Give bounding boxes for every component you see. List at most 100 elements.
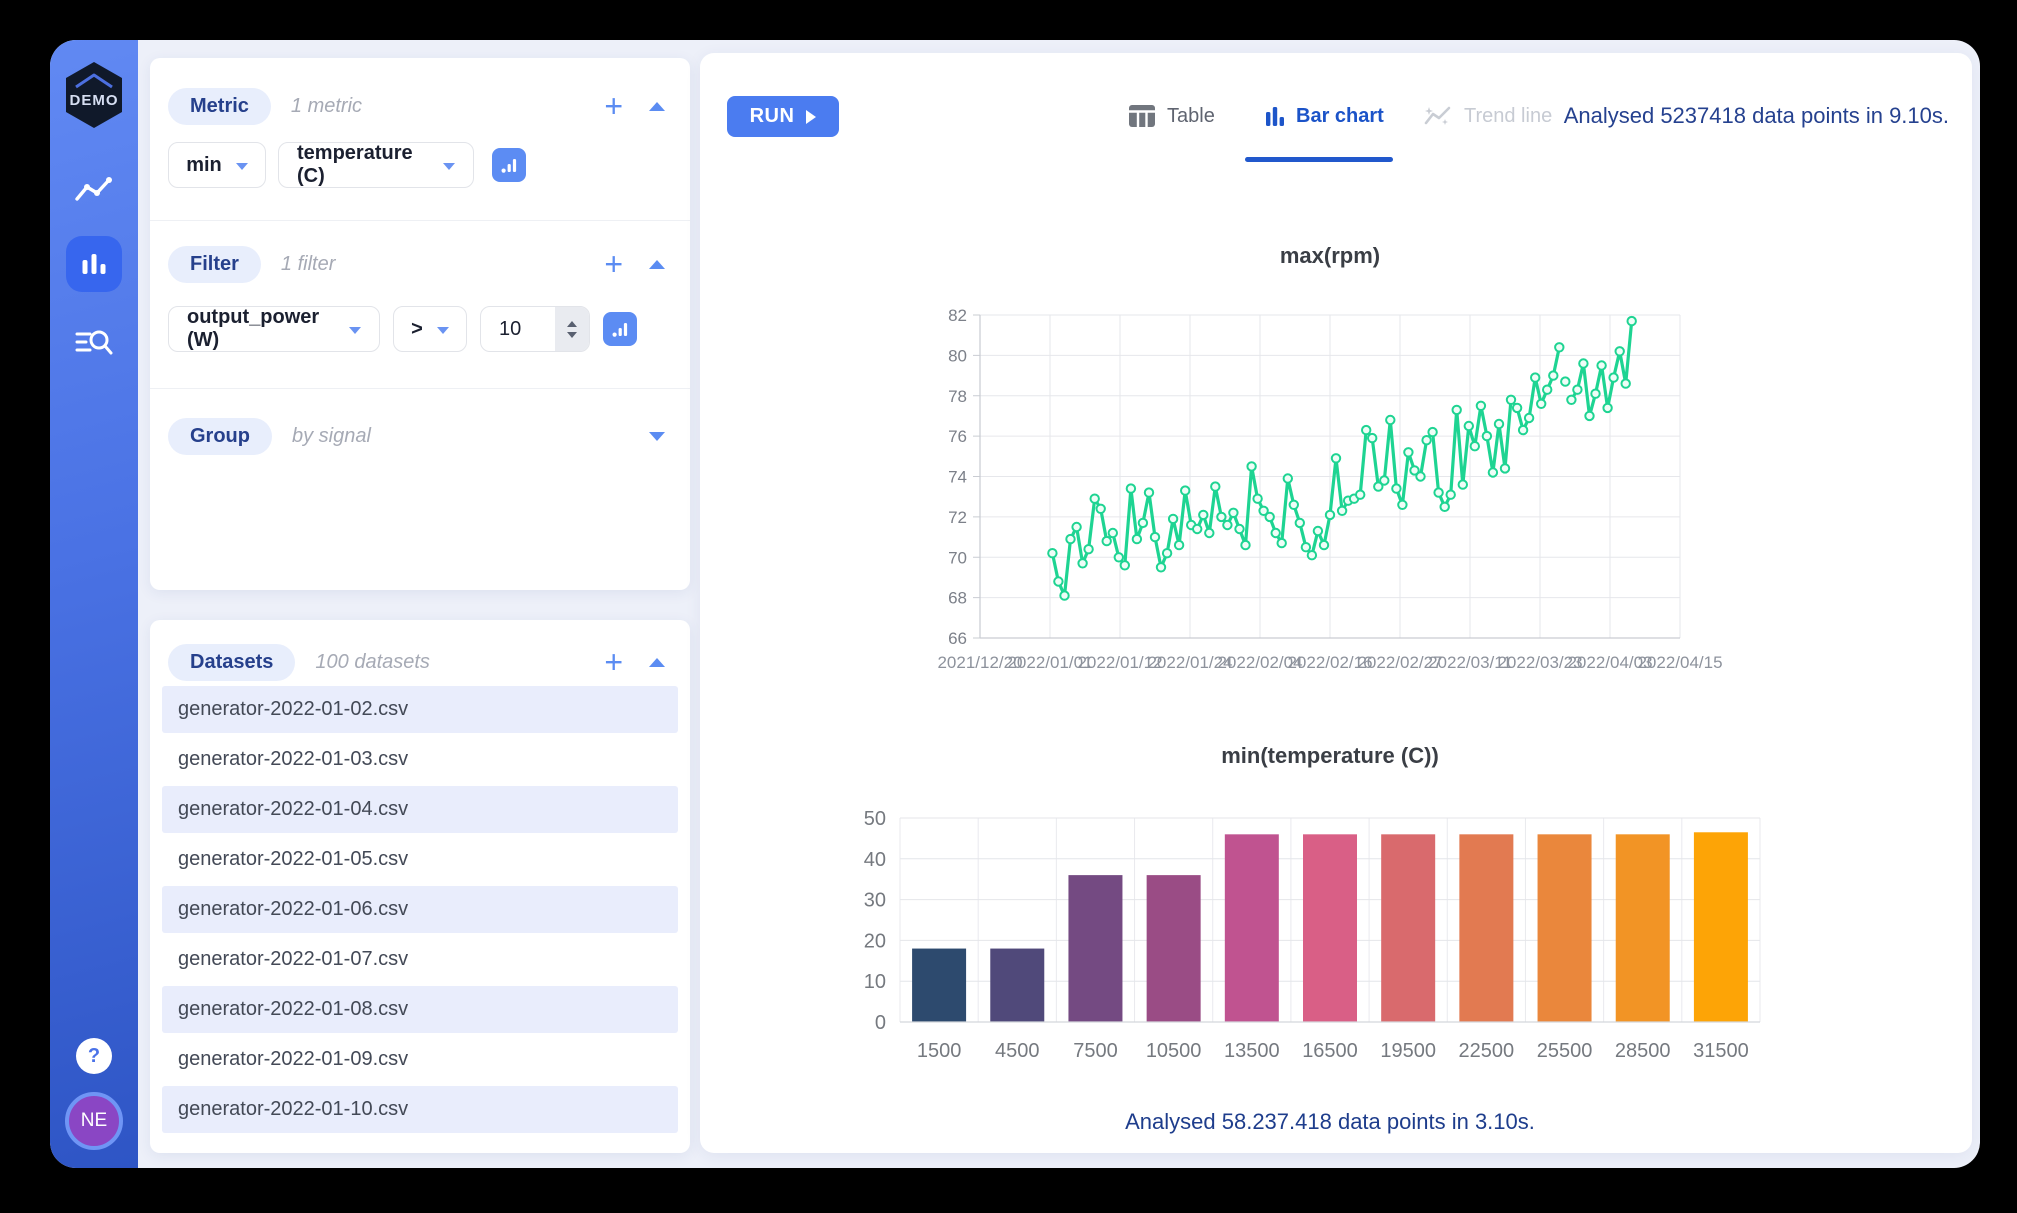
- svg-text:2022/02/27: 2022/02/27: [1357, 653, 1442, 672]
- footer-analysed-status: Analysed 58.237.418 data points in 3.10s…: [1125, 1109, 1535, 1134]
- svg-text:2022/02/04: 2022/02/04: [1217, 653, 1302, 672]
- collapse-metric-icon[interactable]: [649, 101, 665, 111]
- datasets-card: Datasets 100 datasets + generator-2022-0…: [150, 620, 690, 1153]
- tab-table-label: Table: [1167, 104, 1215, 127]
- stepper-down-icon[interactable]: [567, 331, 577, 338]
- dataset-row[interactable]: generator-2022-01-06.csv: [162, 886, 678, 933]
- svg-text:31500: 31500: [1693, 1040, 1749, 1062]
- svg-text:40: 40: [864, 849, 886, 871]
- bar-chart-title: min(temperature (C)): [1221, 743, 1439, 768]
- svg-text:76: 76: [948, 427, 967, 446]
- svg-text:28500: 28500: [1615, 1040, 1671, 1062]
- expand-group-icon[interactable]: [649, 431, 665, 441]
- svg-text:4500: 4500: [995, 1040, 1040, 1062]
- tab-bar-chart-label: Bar chart: [1296, 104, 1384, 127]
- group-caption: by signal: [292, 424, 371, 447]
- dataset-row[interactable]: generator-2022-01-08.csv: [162, 986, 678, 1033]
- svg-text:2022/01/24: 2022/01/24: [1147, 653, 1232, 672]
- add-dataset-button[interactable]: +: [604, 644, 623, 680]
- user-avatar[interactable]: NE: [65, 1092, 123, 1150]
- collapse-datasets-icon[interactable]: [649, 657, 665, 667]
- svg-text:19500: 19500: [1380, 1040, 1436, 1062]
- mini-bar-chart-icon: [501, 159, 517, 173]
- filter-section-header: Filter 1 filter +: [168, 244, 665, 284]
- chevron-down-icon: [235, 162, 248, 170]
- svg-text:50: 50: [864, 808, 886, 830]
- dataset-list: generator-2022-01-02.csv generator-2022-0…: [162, 686, 678, 1136]
- sidebar: DEMO: [50, 40, 138, 1168]
- results-panel: RUN Table Bar chart: [700, 53, 1972, 1153]
- filter-value: 10: [499, 317, 522, 340]
- filter-label: Filter: [168, 245, 261, 283]
- app-logo: DEMO: [62, 60, 126, 135]
- metric-aggregation-select[interactable]: min: [168, 142, 266, 188]
- datasets-label: Datasets: [168, 643, 296, 681]
- svg-text:2022/03/11: 2022/03/11: [1428, 653, 1512, 672]
- group-section-header: Group by signal: [168, 416, 665, 456]
- query-card: Metric 1 metric + min temperature (C): [150, 58, 690, 590]
- bar-chart-nav-active[interactable]: [66, 236, 122, 292]
- add-filter-button[interactable]: +: [604, 246, 623, 282]
- tab-trend-line[interactable]: Trend line: [1423, 97, 1552, 135]
- svg-text:25500: 25500: [1537, 1040, 1593, 1062]
- svg-text:2021/12/20: 2021/12/20: [937, 653, 1022, 672]
- filter-signal-select[interactable]: output_power (W): [168, 306, 380, 352]
- dataset-row[interactable]: generator-2022-01-04.csv: [162, 786, 678, 833]
- table-icon: [1129, 105, 1155, 127]
- tab-bar-chart[interactable]: Bar chart: [1265, 97, 1384, 135]
- svg-text:20: 20: [864, 930, 886, 952]
- svg-text:30: 30: [864, 890, 886, 912]
- svg-text:82: 82: [948, 306, 967, 325]
- metric-label: Metric: [168, 87, 271, 125]
- metric-signal-select[interactable]: temperature (C): [278, 142, 474, 188]
- svg-text:13500: 13500: [1224, 1040, 1280, 1062]
- svg-text:16500: 16500: [1302, 1040, 1358, 1062]
- svg-text:2022/04/03: 2022/04/03: [1567, 653, 1652, 672]
- dataset-row[interactable]: generator-2022-01-10.csv: [162, 1086, 678, 1133]
- svg-text:1500: 1500: [917, 1040, 962, 1062]
- bar-chart-icon: [82, 254, 106, 274]
- filter-operator-select[interactable]: >: [393, 306, 467, 352]
- value-stepper[interactable]: [555, 307, 589, 351]
- chevron-down-icon: [349, 326, 361, 334]
- svg-text:78: 78: [948, 387, 967, 406]
- tab-table[interactable]: Table: [1128, 97, 1215, 135]
- svg-text:80: 80: [948, 346, 967, 365]
- svg-text:2022/03/23: 2022/03/23: [1497, 653, 1582, 672]
- metric-signal-value: temperature (C): [297, 142, 413, 187]
- dataset-row[interactable]: generator-2022-01-03.csv: [178, 748, 409, 770]
- run-button[interactable]: RUN: [727, 96, 839, 137]
- collapse-filter-icon[interactable]: [649, 259, 665, 269]
- dataset-row[interactable]: generator-2022-01-02.csv: [162, 686, 678, 733]
- mini-bar-chart-icon: [612, 323, 628, 337]
- metric-section-header: Metric 1 metric +: [168, 86, 665, 126]
- dataset-row[interactable]: generator-2022-01-07.csv: [178, 948, 409, 970]
- bar-chart-tab-icon: [1266, 107, 1284, 126]
- svg-text:10500: 10500: [1146, 1040, 1202, 1062]
- group-label: Group: [168, 417, 272, 455]
- svg-text:2022/04/15: 2022/04/15: [1637, 653, 1722, 672]
- add-metric-button[interactable]: +: [604, 88, 623, 124]
- dataset-row[interactable]: generator-2022-01-09.csv: [178, 1048, 409, 1070]
- metric-caption: 1 metric: [290, 94, 363, 117]
- filter-caption: 1 filter: [280, 252, 336, 275]
- dataset-row[interactable]: generator-2022-01-05.csv: [178, 848, 409, 870]
- stepper-up-icon[interactable]: [567, 320, 577, 327]
- svg-text:22500: 22500: [1459, 1040, 1515, 1062]
- play-icon: [806, 109, 817, 124]
- svg-text:68: 68: [948, 589, 967, 608]
- datasets-caption: 100 datasets: [315, 650, 430, 673]
- chevron-down-icon: [436, 326, 449, 334]
- svg-text:72: 72: [948, 508, 967, 527]
- help-button[interactable]: ?: [76, 1038, 112, 1074]
- metric-chart-button[interactable]: [492, 148, 526, 182]
- search-nav-icon[interactable]: [74, 322, 114, 362]
- analysed-status: Analysed 5237418 data points in 9.10s.: [1563, 103, 1949, 128]
- line-chart-nav-icon[interactable]: [74, 170, 114, 210]
- svg-text:10: 10: [864, 971, 886, 993]
- svg-text:2022/01/01: 2022/01/01: [1007, 653, 1092, 672]
- filter-value-input[interactable]: 10: [480, 306, 590, 352]
- datasets-section-header: Datasets 100 datasets +: [168, 642, 665, 682]
- rpm-line-chart: 2021/12/202022/01/012022/01/122022/01/24…: [937, 306, 1722, 672]
- filter-chart-button[interactable]: [603, 312, 637, 346]
